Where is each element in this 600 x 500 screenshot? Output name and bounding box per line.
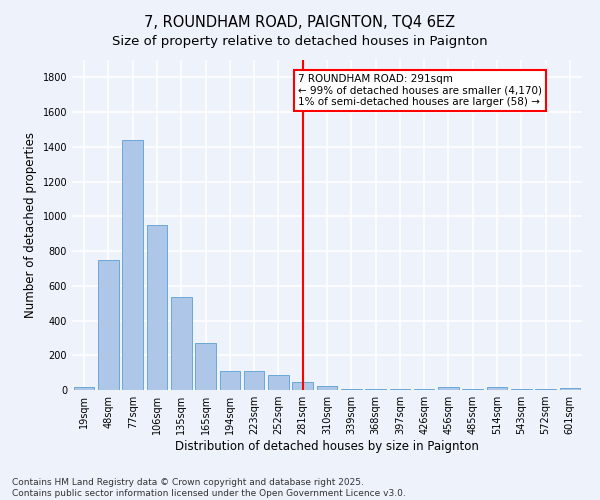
Bar	[414, 389, 434, 390]
Bar	[195, 343, 216, 390]
Bar	[317, 386, 337, 390]
Bar	[341, 388, 362, 390]
Bar	[171, 297, 191, 390]
Y-axis label: Number of detached properties: Number of detached properties	[24, 132, 37, 318]
Bar	[389, 389, 410, 390]
Bar	[244, 371, 265, 390]
Bar	[292, 382, 313, 390]
Bar	[560, 388, 580, 390]
Bar	[74, 386, 94, 390]
Text: 7 ROUNDHAM ROAD: 291sqm
← 99% of detached houses are smaller (4,170)
1% of semi-: 7 ROUNDHAM ROAD: 291sqm ← 99% of detache…	[298, 74, 542, 107]
Bar	[438, 386, 459, 390]
Text: Size of property relative to detached houses in Paignton: Size of property relative to detached ho…	[112, 35, 488, 48]
Text: Contains HM Land Registry data © Crown copyright and database right 2025.
Contai: Contains HM Land Registry data © Crown c…	[12, 478, 406, 498]
Bar	[122, 140, 143, 390]
Bar	[98, 260, 119, 390]
Bar	[268, 375, 289, 390]
X-axis label: Distribution of detached houses by size in Paignton: Distribution of detached houses by size …	[175, 440, 479, 453]
Bar	[146, 225, 167, 390]
Bar	[365, 389, 386, 390]
Text: 7, ROUNDHAM ROAD, PAIGNTON, TQ4 6EZ: 7, ROUNDHAM ROAD, PAIGNTON, TQ4 6EZ	[145, 15, 455, 30]
Bar	[487, 388, 508, 390]
Bar	[220, 371, 240, 390]
